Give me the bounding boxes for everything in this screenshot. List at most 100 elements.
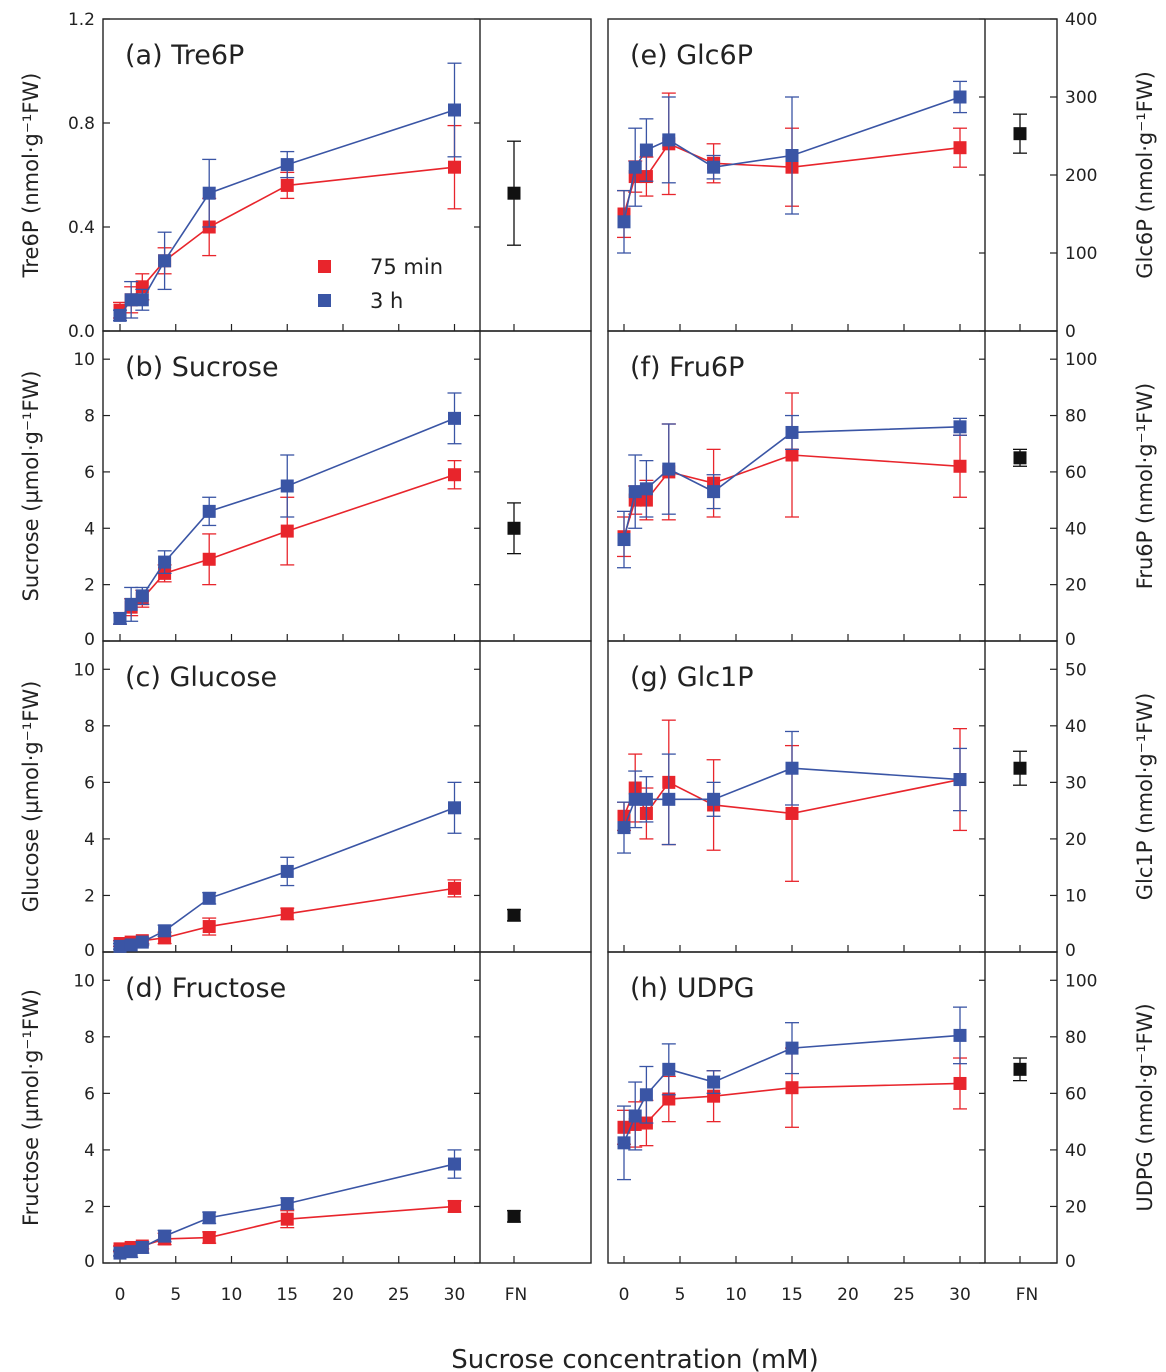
panel-g-point-3h <box>617 821 631 835</box>
panel-h-point-75min <box>785 1081 799 1095</box>
panel-c-title: (c) Glucose <box>125 662 277 693</box>
xtick-label-right: 25 <box>893 1285 915 1305</box>
panel-b-title: (b) Sucrose <box>125 352 279 383</box>
panel-h-ytick-label: 0 <box>1065 1252 1076 1272</box>
panel-h-point-75min <box>662 1092 676 1106</box>
panel-d-point-3h <box>158 1229 172 1243</box>
panel-f-point-75min <box>953 459 967 473</box>
panel-b-point-75min <box>280 524 294 538</box>
panel-c-point-3h <box>158 924 172 938</box>
panel-d-fn-point <box>507 1209 521 1223</box>
panel-f-ytick-label: 40 <box>1065 519 1087 539</box>
panel-d-ytick-label: 8 <box>84 1028 95 1048</box>
panel-c-point-3h <box>448 801 461 815</box>
panel-h-point-3h <box>617 1136 631 1150</box>
xtick-label-left: 10 <box>221 1285 243 1305</box>
panel-b-point-3h <box>135 589 149 603</box>
panel-e-ytick-label: 400 <box>1065 10 1097 30</box>
panel-frames <box>102 18 1058 1264</box>
legend-swatch-75min <box>318 260 331 273</box>
panel-e-point-3h <box>785 149 799 162</box>
panel-b-fn-point <box>507 521 521 535</box>
panel-d-ytick-label: 4 <box>84 1141 95 1161</box>
panel-f-point-3h <box>662 462 676 476</box>
panel-g-fn-point <box>1013 761 1027 775</box>
panel-d-point-3h <box>448 1157 461 1171</box>
xtick-label-right: 15 <box>781 1285 803 1305</box>
panel-a-ytick-label: 0.4 <box>68 218 95 238</box>
panel-a-point-3h <box>202 186 216 200</box>
panel-f-point-3h <box>628 485 642 499</box>
panel-c-ytick-label: 6 <box>84 773 95 793</box>
panel-e-point-75min <box>953 141 967 155</box>
panel-c-point-3h <box>280 864 294 878</box>
panel-g-point-3h <box>953 773 967 787</box>
panel-h-ytick-label: 20 <box>1065 1197 1087 1217</box>
panel-h-ytick-label: 80 <box>1065 1028 1087 1048</box>
panel-f-ytick-label: 60 <box>1065 463 1087 483</box>
panel-d-ytick-label: 2 <box>84 1197 95 1217</box>
panel-b-point-3h <box>280 479 294 493</box>
panel-d-ytick-label: 0 <box>84 1252 95 1272</box>
panel-a-ytick-label: 0.0 <box>68 322 95 342</box>
panel-e-ytick-label: 100 <box>1065 244 1097 264</box>
panel-c-ylabel: Glucose (µmol·g⁻¹FW) <box>19 681 43 913</box>
panel-g-ytick-label: 50 <box>1065 660 1087 680</box>
panel-d-frame <box>102 951 592 1264</box>
panel-f-point-3h <box>639 482 653 496</box>
xtick-label-left: 25 <box>388 1285 410 1305</box>
panel-b-point-3h <box>113 611 127 625</box>
xtick-label-left: 30 <box>444 1285 466 1305</box>
panel-c-point-3h <box>135 935 149 949</box>
panel-b-ytick-label: 4 <box>84 519 95 539</box>
panel-c-ytick-label: 0 <box>84 941 95 961</box>
panel-b-ytick-label: 0 <box>84 630 95 650</box>
x-axis-label: Sucrose concentration (mM) <box>451 1345 819 1372</box>
panel-h-title: (h) UDPG <box>630 973 755 1004</box>
panel-e-point-3h <box>639 143 653 157</box>
panel-d-point-75min <box>280 1212 294 1226</box>
panel-d-point-75min <box>448 1199 461 1213</box>
xtick-label-left: 5 <box>170 1285 181 1305</box>
panel-b-ytick-label: 2 <box>84 576 95 596</box>
panel-b-point-75min <box>202 552 216 566</box>
panel-e-ytick-label: 0 <box>1065 322 1076 342</box>
panel-c-fn-point <box>507 908 521 922</box>
panel-d-title: (d) Fructose <box>125 973 286 1004</box>
panel-e-point-3h <box>662 133 676 147</box>
panel-f-point-3h <box>617 533 631 547</box>
panel-e-point-3h <box>953 90 967 104</box>
panel-e-ytick-label: 200 <box>1065 166 1097 186</box>
panel-c-point-75min <box>202 920 216 934</box>
panel-f-ytick-label: 100 <box>1065 350 1097 370</box>
panel-d-ytick-label: 10 <box>73 971 95 991</box>
chart-text: 0.0 0.4 0.8 1.2 (a) Tre6P Tre6P (nmol·g⁻¹FW) 0… <box>19 10 1157 1305</box>
panel-h-fn-point <box>1013 1062 1027 1076</box>
panel-a-point-3h <box>113 308 127 322</box>
panel-g-ytick-label: 0 <box>1065 941 1076 961</box>
panel-g-point-3h <box>628 792 642 806</box>
panel-b-point-75min <box>448 468 461 482</box>
xtick-label-left: 0 <box>115 1285 126 1305</box>
panel-f-point-3h <box>785 425 799 439</box>
panel-c-point-3h <box>113 939 127 953</box>
panel-a-ytick-label: 1.2 <box>68 10 95 30</box>
panel-b-point-3h <box>124 597 138 611</box>
fn-label-left: FN <box>505 1285 528 1305</box>
panel-f-title: (f) Fru6P <box>630 352 744 383</box>
panel-d-point-3h <box>202 1211 216 1225</box>
xtick-label-right: 5 <box>675 1285 686 1305</box>
panel-c-point-3h <box>202 891 216 905</box>
xtick-label-left: 20 <box>332 1285 354 1305</box>
panel-c-point-3h <box>124 938 138 952</box>
panel-f-point-3h <box>953 420 967 434</box>
panel-a-point-3h <box>135 293 149 307</box>
panel-d-ytick-label: 6 <box>84 1084 95 1104</box>
panel-g-ytick-label: 30 <box>1065 773 1087 793</box>
panel-g-ytick-label: 10 <box>1065 886 1087 906</box>
panel-c-ytick-label: 2 <box>84 886 95 906</box>
xtick-label-left: 15 <box>276 1285 298 1305</box>
panel-e-ylabel: Glc6P (nmol·g⁻¹FW) <box>1133 71 1157 279</box>
panel-h-point-3h <box>628 1109 642 1123</box>
